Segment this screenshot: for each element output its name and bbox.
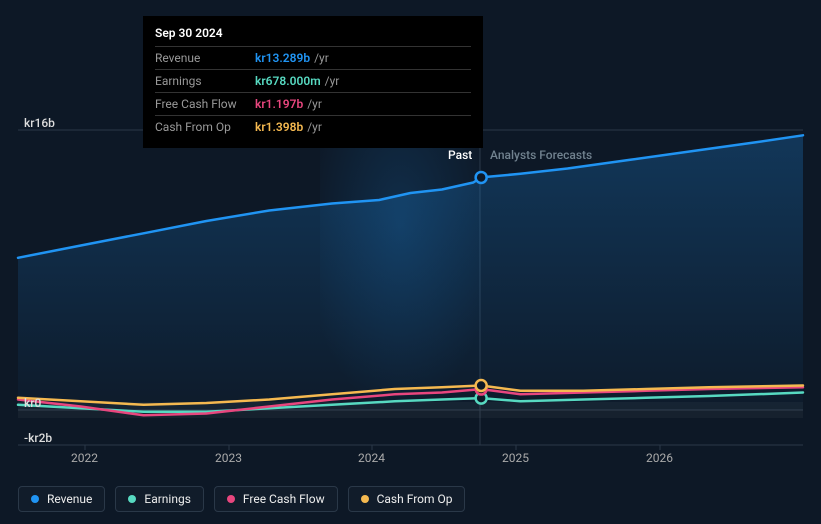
tooltip-row-value: kr13.289b bbox=[255, 49, 310, 67]
legend-label: Cash From Op bbox=[377, 492, 453, 506]
tooltip-row-revenue: Revenuekr13.289b/yr bbox=[155, 46, 471, 69]
forecast-section-label: Analysts Forecasts bbox=[490, 148, 592, 162]
tooltip-row-earnings: Earningskr678.000m/yr bbox=[155, 69, 471, 92]
x-tick-label: 2024 bbox=[358, 451, 385, 465]
tooltip-row-label: Earnings bbox=[155, 72, 255, 90]
legend-item-cfo[interactable]: Cash From Op bbox=[348, 486, 466, 512]
tooltip-row-unit: /yr bbox=[307, 118, 322, 136]
y-tick-label: kr16b bbox=[24, 116, 55, 130]
tooltip-row-label: Revenue bbox=[155, 49, 255, 67]
y-tick-label: -kr2b bbox=[24, 431, 52, 445]
legend-item-revenue[interactable]: Revenue bbox=[18, 486, 105, 512]
tooltip-row-cfo: Cash From Opkr1.398b/yr bbox=[155, 115, 471, 138]
legend-label: Earnings bbox=[144, 492, 191, 506]
legend-item-earnings[interactable]: Earnings bbox=[115, 486, 204, 512]
legend-item-fcf[interactable]: Free Cash Flow bbox=[214, 486, 338, 512]
tooltip-row-fcf: Free Cash Flowkr1.197b/yr bbox=[155, 92, 471, 115]
cfo-marker bbox=[476, 380, 487, 391]
past-section-label: Past bbox=[448, 148, 472, 162]
x-tick-label: 2026 bbox=[646, 451, 673, 465]
legend-dot-cfo bbox=[361, 495, 369, 503]
tooltip-row-value: kr1.398b bbox=[255, 118, 303, 136]
x-tick-label: 2023 bbox=[215, 451, 242, 465]
legend-dot-earnings bbox=[128, 495, 136, 503]
tooltip-row-value: kr678.000m bbox=[255, 72, 321, 90]
y-tick-label: kr0 bbox=[24, 396, 41, 410]
chart-tooltip: Sep 30 2024 Revenuekr13.289b/yrEarningsk… bbox=[143, 16, 483, 148]
legend-label: Free Cash Flow bbox=[243, 492, 325, 506]
tooltip-row-unit: /yr bbox=[325, 72, 340, 90]
legend-label: Revenue bbox=[47, 492, 92, 506]
x-tick-label: 2022 bbox=[71, 451, 98, 465]
tooltip-row-unit: /yr bbox=[314, 49, 329, 67]
legend-dot-revenue bbox=[31, 495, 39, 503]
tooltip-row-label: Free Cash Flow bbox=[155, 95, 255, 113]
tooltip-date: Sep 30 2024 bbox=[155, 24, 471, 42]
chart-legend: Revenue Earnings Free Cash Flow Cash From O… bbox=[18, 486, 465, 512]
legend-dot-fcf bbox=[227, 495, 235, 503]
x-tick-label: 2025 bbox=[502, 451, 529, 465]
tooltip-row-value: kr1.197b bbox=[255, 95, 303, 113]
tooltip-row-label: Cash From Op bbox=[155, 118, 255, 136]
tooltip-row-unit: /yr bbox=[307, 95, 322, 113]
revenue-marker bbox=[476, 172, 487, 183]
